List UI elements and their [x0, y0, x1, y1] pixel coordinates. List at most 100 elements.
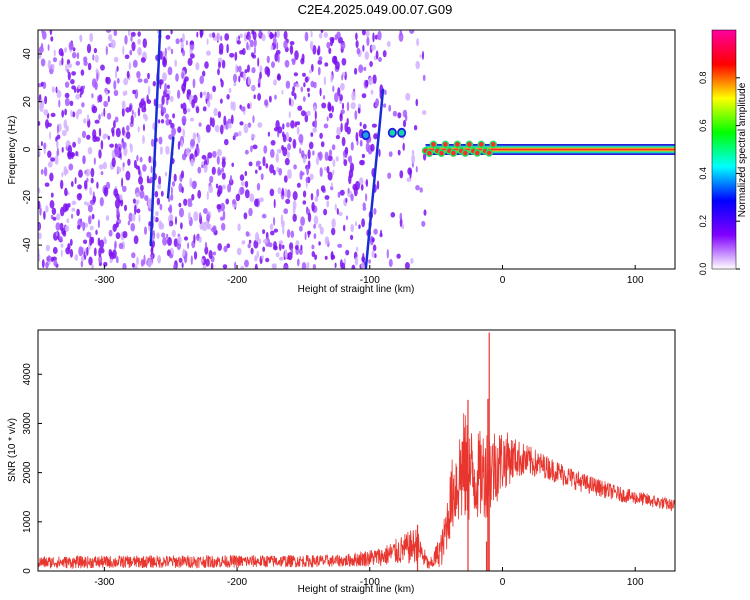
noise-speck [314, 254, 318, 260]
noise-speck [114, 143, 118, 150]
noise-speck [397, 112, 402, 119]
noise-speck [63, 47, 68, 53]
noise-speck [273, 216, 276, 226]
noise-speck [283, 40, 288, 49]
noise-speck [206, 191, 209, 201]
noise-speck [272, 263, 277, 269]
noise-speck [359, 177, 364, 186]
noise-speck [252, 54, 256, 59]
colorbar-ticks: 0.0 0.2 0.4 0.6 0.8 [698, 72, 740, 276]
noise-speck [222, 264, 228, 269]
noise-speck [260, 173, 264, 181]
noise-speck [283, 265, 289, 269]
noise-speck [109, 143, 114, 148]
noise-speck [157, 184, 162, 190]
noise-speck [83, 60, 88, 66]
noise-speck [313, 81, 317, 89]
noise-speck [78, 246, 84, 257]
noise-speck [211, 32, 216, 38]
noise-speck [274, 94, 277, 100]
noise-speck [378, 148, 381, 158]
noise-speck [221, 167, 225, 173]
noise-speck [362, 123, 367, 130]
noise-speck [254, 169, 258, 174]
noise-speck [383, 103, 387, 108]
noise-speck [355, 40, 359, 49]
noise-speck [331, 105, 335, 113]
noise-speck [189, 177, 192, 188]
noise-speck [87, 146, 93, 155]
noise-speck [423, 209, 427, 216]
noise-speck [114, 116, 119, 123]
noise-speck [356, 47, 361, 55]
noise-speck [183, 236, 189, 241]
noise-speck [332, 85, 335, 93]
noise-speck [136, 256, 139, 266]
noise-speck [304, 114, 309, 123]
noise-speck [185, 40, 188, 46]
noise-speck [190, 138, 196, 147]
noise-speck [335, 135, 340, 140]
noise-speck [130, 31, 136, 37]
noise-speck [194, 149, 198, 158]
noise-speck [313, 223, 316, 229]
noise-speck [399, 170, 404, 179]
noise-speck [67, 243, 71, 250]
noise-speck [399, 212, 403, 221]
noise-speck [229, 52, 235, 58]
noise-speck [323, 95, 326, 100]
noise-speck [71, 200, 77, 206]
noise-speck [202, 106, 207, 112]
noise-speck [360, 141, 363, 147]
noise-speck [294, 245, 299, 250]
noise-speck [223, 115, 227, 126]
noise-speck [118, 242, 124, 250]
noise-speck [123, 77, 129, 86]
noise-speck [346, 215, 348, 221]
noise-speck [147, 85, 151, 96]
noise-speck [297, 258, 300, 267]
noise-speck [388, 151, 393, 158]
noise-speck [344, 146, 349, 155]
noise-speck [331, 227, 336, 236]
noise-speck [263, 239, 268, 244]
noise-speck [75, 110, 79, 120]
noise-speck [76, 52, 80, 59]
noise-speck [388, 104, 392, 112]
noise-speck [324, 62, 329, 67]
noise-speck [244, 189, 250, 199]
noise-speck [52, 216, 57, 221]
noise-speck [324, 151, 329, 161]
noise-speck [277, 73, 281, 80]
noise-speck [140, 259, 144, 267]
noise-speck [140, 184, 144, 192]
noise-speck [68, 163, 74, 171]
noise-speck [216, 149, 222, 157]
noise-speck [248, 239, 252, 244]
noise-speck [343, 159, 348, 167]
noise-speck [169, 214, 174, 221]
y-tick-label: 4000 [22, 363, 33, 386]
noise-speck [289, 44, 294, 55]
noise-speck [334, 262, 337, 268]
noise-speck [272, 37, 277, 45]
noise-speck [265, 163, 269, 169]
noise-speck [301, 110, 306, 117]
noise-speck [376, 180, 380, 190]
noise-speck [189, 117, 195, 122]
noise-speck [319, 87, 322, 97]
noise-speck [345, 249, 350, 256]
noise-speck [199, 30, 203, 39]
noise-speck [126, 70, 130, 79]
colorbar-tick-label: 0.0 [698, 263, 708, 276]
noise-speck [152, 80, 156, 87]
noise-speck [218, 43, 224, 53]
noise-speck [86, 134, 91, 140]
noise-speck [262, 246, 266, 252]
noise-speck [350, 234, 354, 240]
noise-speck [282, 226, 285, 235]
noise-speck [61, 109, 65, 118]
noise-speck [358, 64, 364, 73]
signal-wobble [477, 140, 485, 149]
